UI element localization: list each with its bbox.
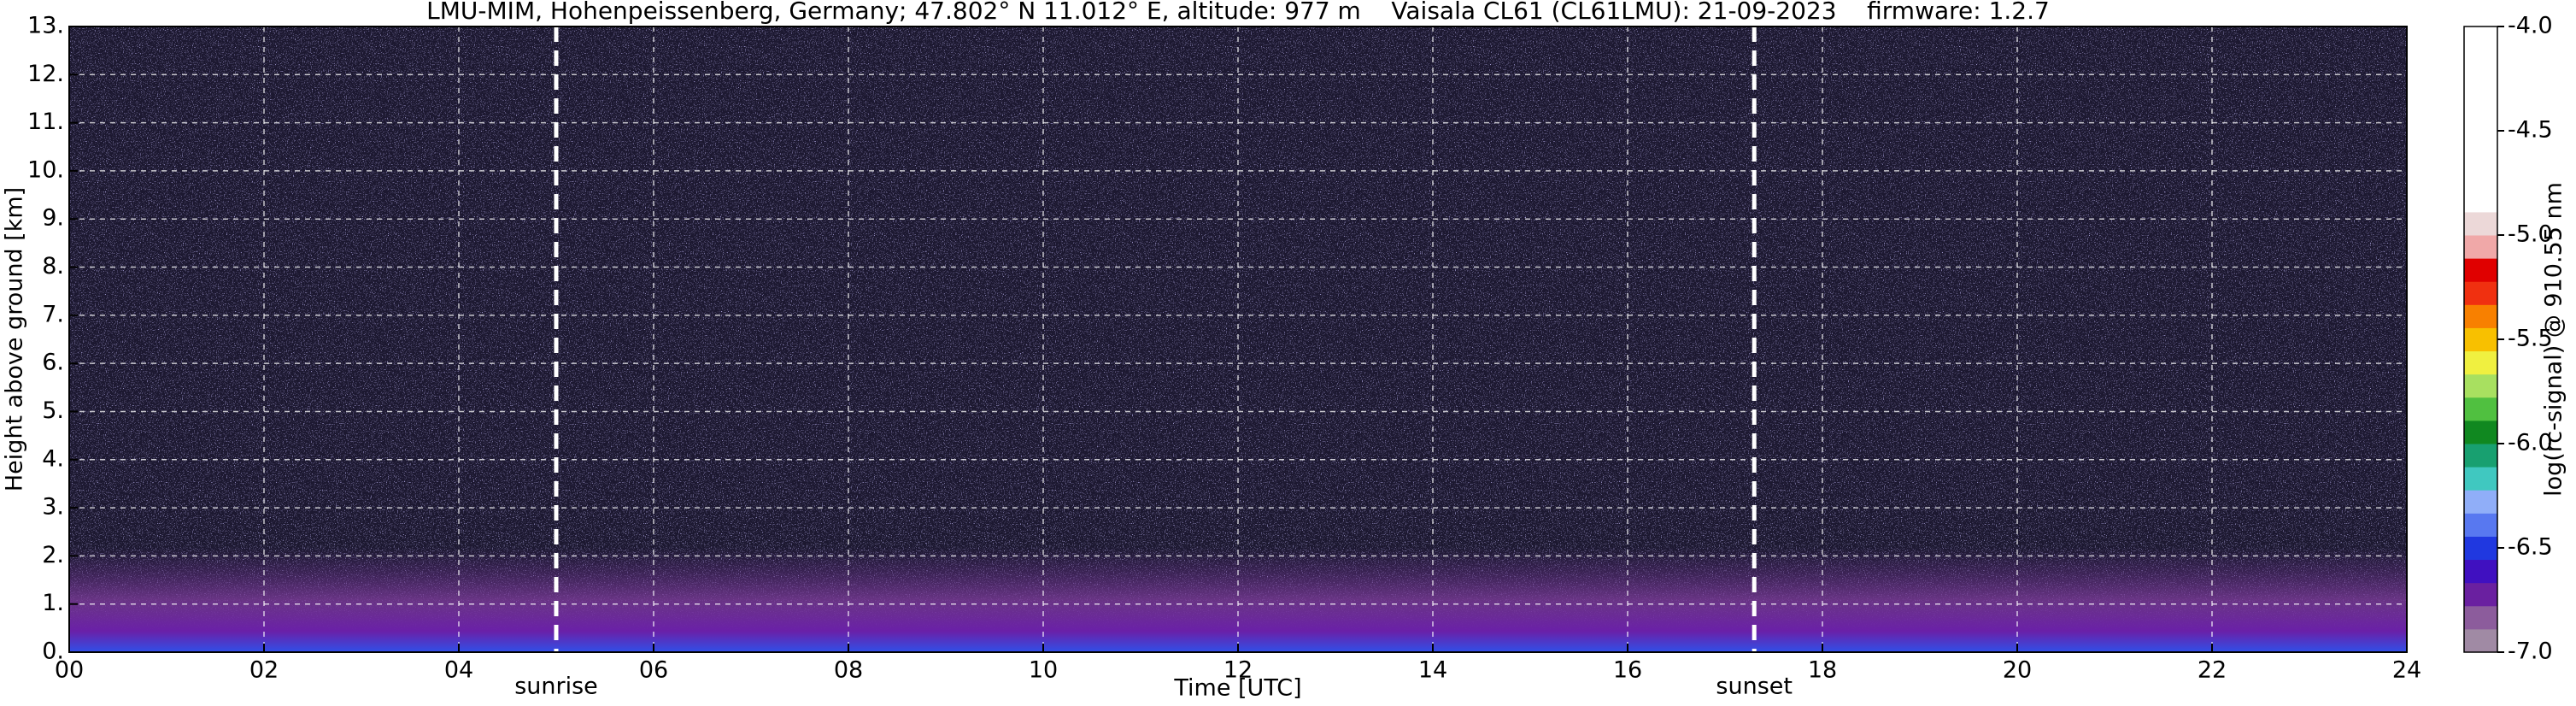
colorbar-swatch — [2464, 582, 2497, 607]
colorbar-swatch — [2464, 397, 2497, 421]
y-tick-label: 1. — [42, 590, 64, 616]
colorbar-swatch — [2464, 281, 2497, 305]
colorbar-label: log(rc-signal) @ 910.55 nm — [2541, 182, 2567, 497]
colorbar-swatch — [2464, 26, 2497, 50]
colorbar-swatch — [2464, 235, 2497, 259]
x-axis-label: Time [UTC] — [1173, 675, 1301, 702]
colorbar-swatch — [2464, 513, 2497, 537]
colorbar-swatch — [2464, 490, 2497, 514]
y-tick-label: 5. — [42, 397, 64, 424]
colorbar-swatch — [2464, 536, 2497, 561]
y-tick-label: 9. — [42, 205, 64, 232]
colorbar-tick-label: -6.0 — [2508, 430, 2553, 456]
y-tick-label: 8. — [42, 253, 64, 279]
x-tick-label: 10 — [1029, 657, 1058, 684]
colorbar-swatch — [2464, 374, 2497, 398]
colorbar-tick-label: -5.0 — [2508, 221, 2553, 248]
colorbar-tick-label: -6.5 — [2508, 534, 2553, 561]
x-tick-label: 16 — [1613, 657, 1642, 684]
colorbar-tick-label: -4.0 — [2508, 13, 2553, 39]
x-tick-label: 20 — [2003, 657, 2032, 684]
y-tick-label: 6. — [42, 350, 64, 376]
colorbar-swatch — [2464, 119, 2497, 144]
colorbar-swatch — [2464, 258, 2497, 282]
colorbar-swatch — [2464, 420, 2497, 444]
y-tick-label: 7. — [42, 301, 64, 327]
colorbar-tick-label: -7.0 — [2508, 638, 2553, 665]
x-tick-label: 04 — [444, 657, 473, 684]
x-tick-label: 12 — [1223, 657, 1253, 684]
colorbar-swatch — [2464, 327, 2497, 352]
colorbar-swatch — [2464, 142, 2497, 167]
colorbar-tick-label: -5.5 — [2508, 326, 2553, 352]
y-tick-label: 4. — [42, 445, 64, 472]
colorbar-swatch — [2464, 188, 2497, 213]
colorbar-swatch — [2464, 50, 2497, 74]
y-axis-label: Height above ground [km] — [2, 187, 28, 491]
y-tick-label: 3. — [42, 494, 64, 521]
colorbar-swatch — [2464, 96, 2497, 120]
y-tick-label: 10. — [27, 156, 64, 183]
x-tick-label: 22 — [2198, 657, 2227, 684]
colorbar-tick-label: -4.5 — [2508, 117, 2553, 144]
x-tick-label: 00 — [55, 657, 84, 684]
plot-frame — [68, 26, 2408, 653]
x-tick-label: 18 — [1808, 657, 1837, 684]
colorbar-swatch — [2464, 605, 2497, 630]
x-tick-label: 08 — [834, 657, 863, 684]
event-label: sunrise — [514, 674, 598, 700]
colorbar-swatch — [2464, 628, 2497, 653]
y-tick-label: 13. — [27, 13, 64, 39]
y-tick-label: 2. — [42, 542, 64, 568]
colorbar-swatch — [2464, 444, 2497, 468]
event-label: sunset — [1716, 674, 1793, 700]
y-tick-label: 11. — [27, 109, 64, 135]
colorbar-swatch — [2464, 211, 2497, 236]
x-tick-label: 14 — [1418, 657, 1447, 684]
colorbar-swatch — [2464, 467, 2497, 491]
x-tick-label: 06 — [639, 657, 668, 684]
y-tick-label: 0. — [42, 638, 64, 665]
colorbar-swatch — [2464, 559, 2497, 584]
colorbar-swatch — [2464, 165, 2497, 190]
x-tick-label: 24 — [2392, 657, 2421, 684]
y-tick-label: 12. — [27, 61, 64, 87]
colorbar-swatch — [2464, 350, 2497, 375]
colorbar-swatch — [2464, 73, 2497, 97]
colorbar: -4.0 -4.5 -5.0 -5.5 -6.0 -6.5 -7.0 — [2463, 13, 2553, 665]
x-tick-label: 02 — [249, 657, 279, 684]
chart-title: LMU-MIM, Hohenpeissenberg, Germany; 47.8… — [426, 0, 2050, 25]
colorbar-swatch — [2464, 304, 2497, 328]
